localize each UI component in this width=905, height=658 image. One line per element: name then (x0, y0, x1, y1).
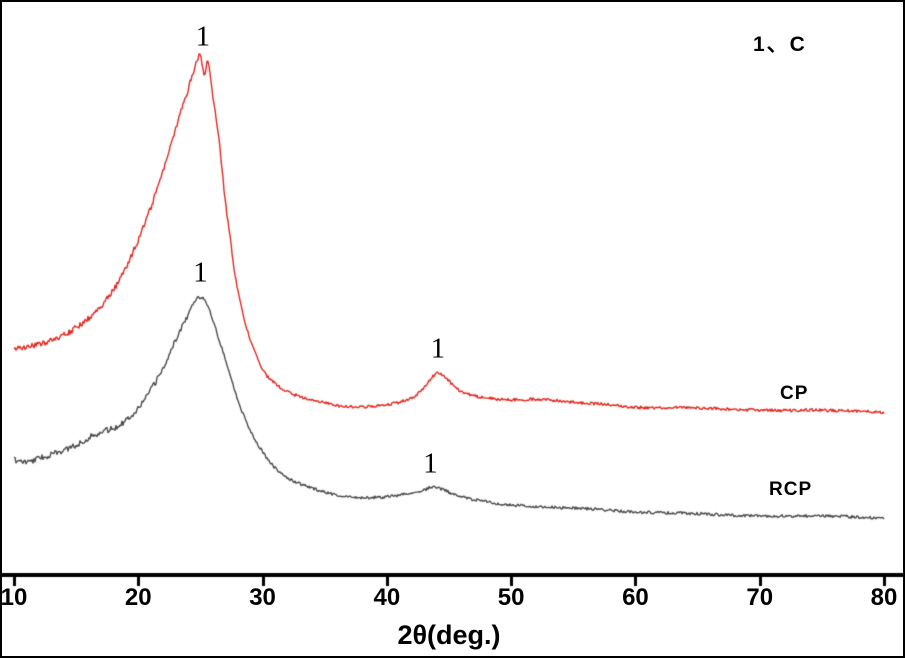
peak-annotation: 1 (193, 256, 208, 289)
x-axis-tick-label: 30 (249, 584, 276, 611)
peak-annotation: 1 (423, 447, 438, 480)
x-axis-tick-label: 40 (373, 584, 401, 611)
x-axis-tick-label: 10 (0, 584, 28, 611)
x-axis-tick-label: 70 (746, 584, 774, 611)
x-axis-title: 2θ(deg.) (397, 620, 501, 650)
x-axis-tick-label: 60 (622, 584, 649, 611)
series-label-rcp: RCP (769, 479, 813, 500)
legend-note: 1、C (753, 33, 807, 56)
peak-annotation: 1 (430, 332, 446, 365)
x-axis-tick-label: 20 (124, 584, 152, 611)
x-axis-tick-label: 80 (870, 584, 898, 611)
peak-annotation: 1 (195, 20, 211, 53)
series-label-cp: CP (780, 383, 809, 404)
x-axis-tick-label: 50 (497, 584, 525, 611)
